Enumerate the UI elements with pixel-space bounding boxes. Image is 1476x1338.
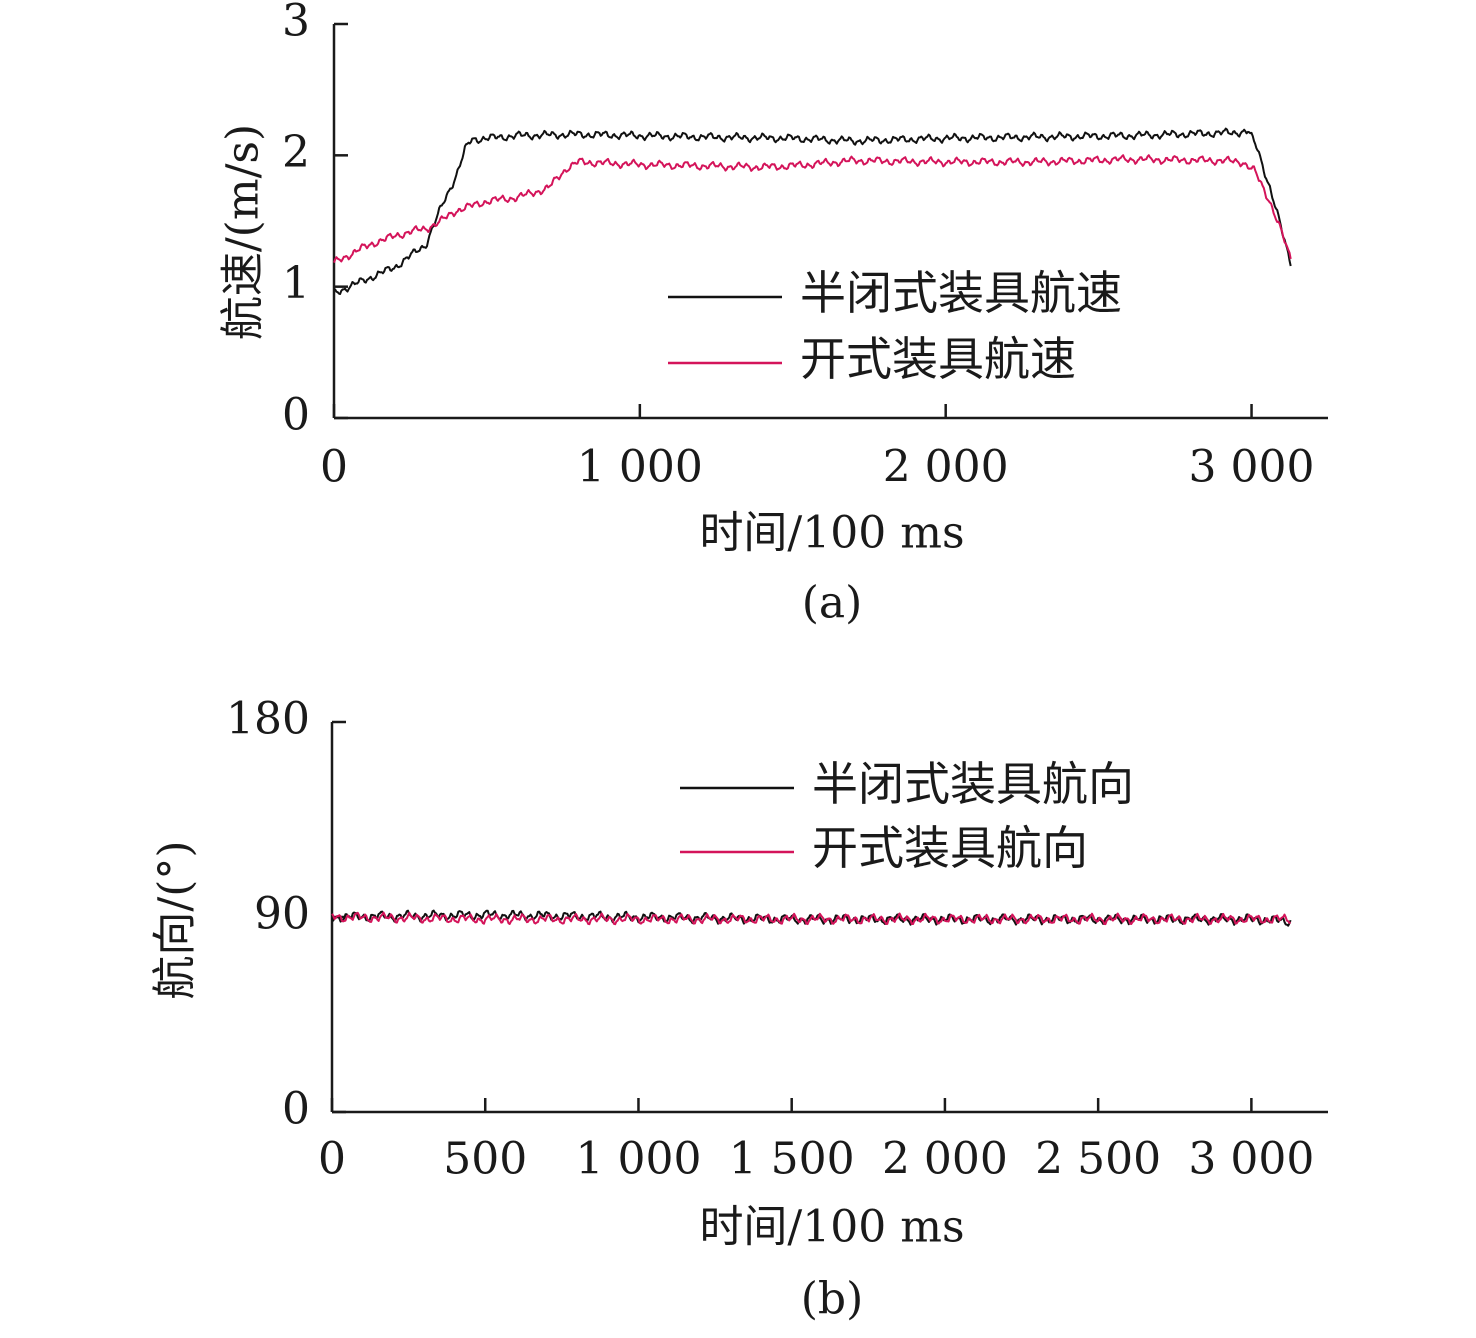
panel-a-legend: 半闭式装具航速 开式装具航速: [668, 266, 1122, 386]
y-tick-label: 2: [282, 127, 310, 178]
series-line-open: [333, 154, 1292, 263]
panel-b-x-axis-title: 时间/100 ms: [699, 1202, 964, 1253]
legend-label-open-speed: 开式装具航速: [800, 332, 1076, 386]
panel-b-heading-chart: 航向/(°) 0 90 180 0 500 1 000 1 500 2 000 2 500 3 …: [150, 694, 1328, 1325]
panel-a-axes: [332, 24, 1328, 420]
x-tick-label: 500: [443, 1134, 527, 1185]
series-line-open: [331, 911, 1292, 926]
series-line-semi-closed: [333, 127, 1292, 295]
x-tick-label: 2 500: [1035, 1134, 1161, 1185]
x-tick-label: 1 500: [729, 1134, 855, 1185]
panel-b-series: [331, 909, 1292, 927]
panel-b-caption: (b): [801, 1274, 864, 1325]
panel-a-caption: (a): [802, 578, 863, 629]
panel-a-y-ticks: 0 1 2 3: [282, 0, 348, 441]
legend-label-semi-closed-heading: 半闭式装具航向: [812, 757, 1134, 811]
panel-b-legend: 半闭式装具航向 开式装具航向: [680, 757, 1134, 875]
x-tick-label: 0: [320, 442, 348, 493]
y-tick-label: 1: [282, 258, 310, 309]
y-tick-label: 3: [282, 0, 310, 47]
x-tick-label: 3 000: [1188, 1134, 1314, 1185]
panel-a-x-ticks: 0 1 000 2 000 3 000: [320, 404, 1315, 493]
x-tick-label: 0: [318, 1134, 346, 1185]
panel-a-speed-chart: 航速/(m/s) 0 1 2 3 0 1 000 2 000 3 000 半闭式装具航速 开…: [218, 0, 1328, 629]
panel-a-x-axis-title: 时间/100 ms: [699, 508, 964, 559]
panel-b-x-ticks: 0 500 1 000 1 500 2 000 2 500 3 000: [318, 1098, 1314, 1185]
x-tick-label: 2 000: [883, 442, 1009, 493]
x-tick-label: 2 000: [882, 1134, 1008, 1185]
y-tick-label: 0: [282, 390, 310, 441]
y-tick-label: 90: [254, 889, 310, 940]
x-tick-label: 1 000: [575, 1134, 701, 1185]
panel-a-series: [333, 127, 1292, 295]
y-tick-label: 180: [226, 694, 310, 745]
series-line-semi-closed: [331, 909, 1292, 927]
legend-label-semi-closed-speed: 半闭式装具航速: [800, 266, 1122, 320]
panel-b-y-ticks: 0 90 180: [226, 694, 346, 1135]
y-tick-label: 0: [282, 1084, 310, 1135]
x-tick-label: 3 000: [1189, 442, 1315, 493]
x-tick-label: 1 000: [577, 442, 703, 493]
panel-b-y-axis-title: 航向/(°): [150, 840, 201, 999]
panel-a-y-axis-title: 航速/(m/s): [218, 124, 269, 340]
legend-label-open-heading: 开式装具航向: [812, 821, 1088, 875]
